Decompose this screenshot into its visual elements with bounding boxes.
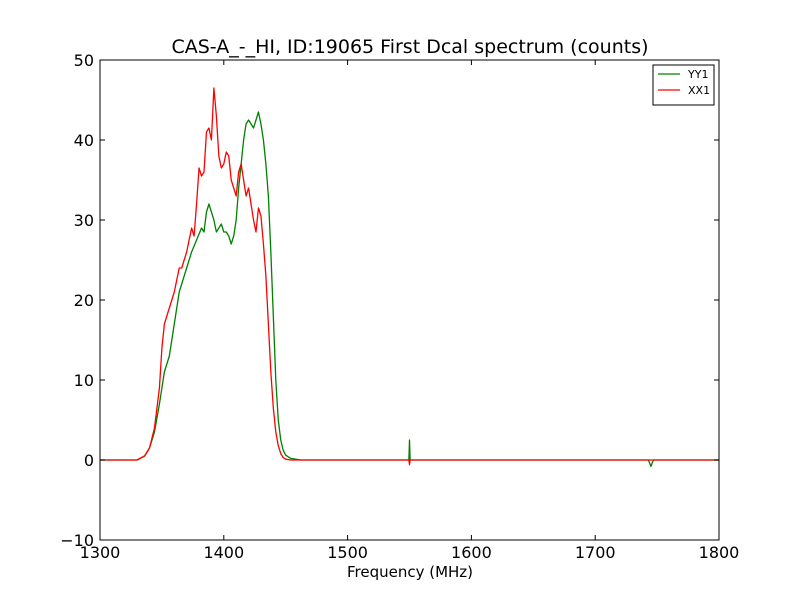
chart-title: CAS-A_-_HI, ID:19065 First Dcal spectrum… [171, 36, 648, 58]
x-tick-label: 1700 [575, 543, 616, 562]
x-tick-label: 1300 [80, 543, 121, 562]
series-line-xx1 [100, 87, 719, 466]
y-tick-label: 40 [74, 131, 94, 150]
plot-area: 1300 1400 1500 1600 1700 1800 −10 0 10 20 30 40 50 [60, 51, 739, 562]
y-tick-label: 30 [74, 211, 94, 230]
plot-frame [99, 59, 720, 541]
legend-label-yy1: YY1 [687, 68, 708, 81]
x-tick-label: 1600 [451, 543, 492, 562]
y-tick-label: 10 [74, 371, 94, 390]
y-tick-label: 20 [74, 291, 94, 310]
series-line-yy1 [100, 111, 719, 468]
y-tick-label: 0 [84, 451, 94, 470]
legend-label-xx1: XX1 [688, 84, 710, 97]
x-tick-label: 1500 [327, 543, 368, 562]
x-tick-label: 1400 [203, 543, 244, 562]
y-tick-label: 50 [74, 51, 94, 70]
legend-box [652, 64, 715, 106]
y-tick-label: −10 [60, 531, 94, 550]
x-axis-label: Frequency (MHz) [347, 563, 473, 581]
x-tick-label: 1800 [699, 543, 740, 562]
